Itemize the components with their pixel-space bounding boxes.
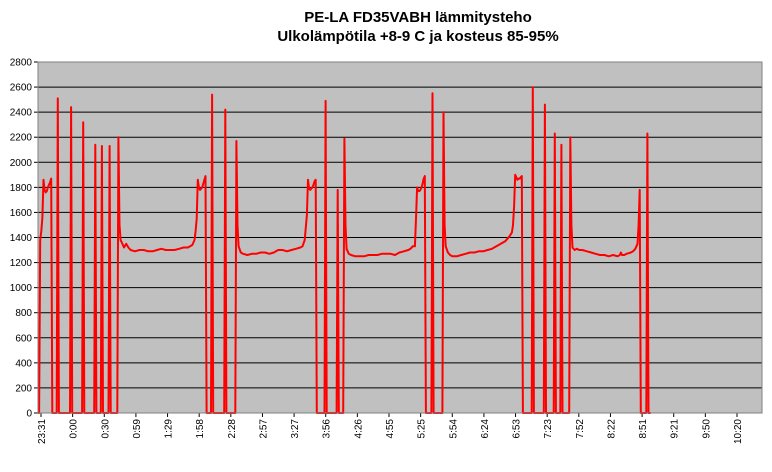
- x-tick-label: 9:21: [670, 419, 681, 439]
- y-tick-label: 2400: [10, 108, 33, 119]
- y-tick-label: 2000: [10, 158, 33, 169]
- x-tick-label: 4:55: [385, 419, 396, 439]
- y-tick-label: 2800: [10, 58, 33, 69]
- x-tick-label: 0:30: [100, 419, 111, 439]
- y-tick-label: 1400: [10, 233, 33, 244]
- y-tick-label: 2200: [10, 133, 33, 144]
- x-tick-label: 3:27: [290, 419, 301, 439]
- x-tick-label: 6:24: [480, 419, 491, 439]
- y-tick-label: 1600: [10, 208, 33, 219]
- y-tick-label: 400: [15, 358, 32, 369]
- x-tick-label: 8:22: [606, 419, 617, 439]
- x-tick-label: 1:58: [195, 419, 206, 439]
- y-tick-label: 0: [26, 409, 32, 420]
- x-tick-label: 5:25: [417, 419, 428, 439]
- x-tick-label: 5:54: [448, 419, 459, 439]
- x-tick-label: 0:59: [132, 419, 143, 439]
- y-tick-label: 2600: [10, 83, 33, 94]
- x-tick-label: 9:50: [701, 419, 712, 439]
- chart-title-line-2: Ulkolämpötila +8-9 C ja kosteus 85-95%: [277, 28, 558, 45]
- x-tick-label: 8:51: [638, 419, 649, 439]
- y-tick-label: 1200: [10, 258, 33, 269]
- x-tick-label: 6:53: [512, 419, 523, 439]
- gridlines: [38, 86, 762, 389]
- chart-title-line-1: PE-LA FD35VABH lämmitysteho: [304, 9, 532, 26]
- x-axis: 23:31 0:00 0:30 0:59 1:29 1:58 2:28 2:57 3:27 3:5…: [37, 413, 744, 444]
- series-line: [38, 86, 651, 414]
- y-tick-label: 1000: [10, 283, 33, 294]
- x-tick-label: 3:56: [322, 419, 333, 439]
- y-tick-label: 800: [15, 308, 32, 319]
- x-tick-label: 10:20: [733, 419, 744, 444]
- plot-frame: [37, 61, 763, 414]
- x-tick-label: 1:29: [164, 419, 175, 439]
- x-tick-label: 0:00: [69, 419, 80, 439]
- y-axis: 0 200 400 600 800 1000 1200 1400 1600 1800 2000 220…: [10, 58, 38, 420]
- x-tick-label: 2:28: [227, 419, 238, 439]
- series-group: [38, 86, 651, 414]
- y-tick-label: 1800: [10, 183, 33, 194]
- x-tick-label: 2:57: [258, 419, 269, 439]
- x-tick-label: 4:26: [353, 419, 364, 439]
- y-tick-label: 600: [15, 333, 32, 344]
- y-tick-label: 200: [15, 383, 32, 394]
- x-tick-label: 23:31: [37, 419, 48, 444]
- x-tick-label: 7:52: [575, 419, 586, 439]
- x-tick-label: 7:23: [543, 419, 554, 439]
